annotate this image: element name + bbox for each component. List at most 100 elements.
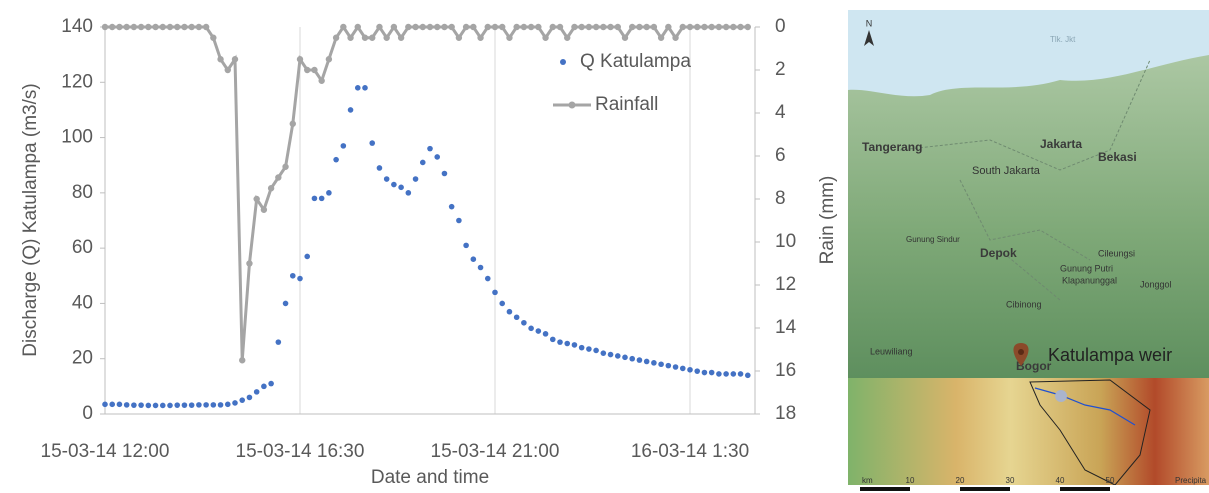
- discharge-point: [146, 403, 152, 409]
- rainfall-point: [485, 24, 491, 30]
- discharge-point: [485, 276, 491, 282]
- rainfall-point: [116, 24, 122, 30]
- rainfall-point: [239, 357, 245, 363]
- rainfall-point: [232, 56, 238, 62]
- discharge-point: [709, 370, 715, 376]
- discharge-point: [211, 402, 217, 408]
- rainfall-point: [347, 35, 353, 41]
- discharge-point: [434, 154, 440, 160]
- rainfall-point: [174, 24, 180, 30]
- discharge-point: [326, 190, 332, 196]
- y2-tick-label: 4: [775, 102, 786, 123]
- discharge-point: [601, 350, 607, 356]
- scale-bar: [860, 487, 910, 491]
- discharge-point: [232, 400, 238, 406]
- place-label: Gunung Sindur: [906, 235, 960, 244]
- discharge-point: [348, 107, 354, 113]
- discharge-point: [550, 337, 556, 343]
- rainfall-point: [297, 56, 303, 62]
- rainfall-point: [521, 24, 527, 30]
- discharge-point: [276, 339, 282, 345]
- discharge-point: [593, 348, 599, 354]
- discharge-point: [478, 265, 484, 271]
- rainfall-point: [680, 24, 686, 30]
- discharge-point: [536, 328, 542, 334]
- rainfall-point: [593, 24, 599, 30]
- rainfall-point: [355, 24, 361, 30]
- rainfall-point: [586, 24, 592, 30]
- rainfall-point: [745, 24, 751, 30]
- discharge-point: [268, 381, 274, 387]
- rainfall-point: [145, 24, 151, 30]
- rainfall-point: [607, 24, 613, 30]
- discharge-point: [218, 402, 224, 408]
- discharge-point: [196, 402, 202, 408]
- discharge-point: [131, 402, 137, 408]
- rainfall-point: [253, 196, 259, 202]
- discharge-point: [449, 204, 455, 210]
- discharge-point: [629, 356, 635, 362]
- rainfall-point: [557, 24, 563, 30]
- discharge-point: [319, 196, 325, 202]
- discharge-point: [427, 146, 433, 152]
- discharge-point: [167, 403, 173, 409]
- rainfall-point: [412, 24, 418, 30]
- marker-label: Katulampa weir: [1048, 345, 1172, 365]
- discharge-point: [579, 345, 585, 351]
- discharge-point: [138, 402, 144, 408]
- x-axis-title: Date and time: [371, 467, 489, 488]
- rainfall-point: [304, 67, 310, 73]
- rainfall-point: [470, 24, 476, 30]
- rainfall-point: [456, 35, 462, 41]
- y-tick-label: 140: [61, 16, 93, 37]
- discharge-point: [391, 182, 397, 188]
- rainfall-point: [246, 260, 252, 266]
- y2-tick-label: 16: [775, 360, 796, 381]
- place-label: Jakarta: [1040, 137, 1082, 151]
- discharge-point: [723, 371, 729, 377]
- discharge-point: [463, 243, 469, 249]
- y-tick-label: 100: [61, 127, 93, 148]
- discharge-point: [716, 371, 722, 377]
- x-tick-label: 15-03-14 21:00: [431, 441, 560, 462]
- discharge-point: [377, 165, 383, 171]
- discharge-point: [341, 143, 347, 149]
- rainfall-point: [420, 24, 426, 30]
- rainfall-point: [261, 207, 267, 213]
- rainfall-point: [506, 35, 512, 41]
- rainfall-point: [282, 164, 288, 170]
- discharge-point: [420, 160, 426, 166]
- discharge-point: [247, 395, 253, 401]
- elevation-map: [848, 378, 1209, 485]
- scale-label: 30: [1006, 476, 1015, 485]
- rainfall-point: [268, 185, 274, 191]
- rainfall-point: [383, 35, 389, 41]
- discharge-point: [355, 85, 361, 91]
- y2-tick-label: 6: [775, 145, 786, 166]
- discharge-point: [702, 370, 708, 376]
- rainfall-point: [578, 24, 584, 30]
- discharge-point: [189, 402, 195, 408]
- page: Date and time Discharge (Q) Katulampa (m…: [0, 0, 1209, 493]
- rainfall-point: [326, 56, 332, 62]
- rainfall-point: [694, 24, 700, 30]
- rainfall-point: [550, 24, 556, 30]
- rainfall-point: [160, 24, 166, 30]
- rainfall-point: [102, 24, 108, 30]
- y-tick-label: 20: [72, 348, 93, 369]
- discharge-point: [384, 176, 390, 182]
- x-tick-label: 16-03-14 1:30: [631, 441, 749, 462]
- rainfall-point: [290, 121, 296, 127]
- chart: Date and time Discharge (Q) Katulampa (m…: [0, 0, 1209, 493]
- discharge-point: [456, 218, 462, 224]
- place-label: Jonggol: [1140, 279, 1172, 289]
- discharge-point: [406, 190, 412, 196]
- legend-label: Q Katulampa: [580, 51, 691, 72]
- rainfall-point: [629, 24, 635, 30]
- rainfall-point: [564, 35, 570, 41]
- scale-label: 40: [1056, 476, 1065, 485]
- discharge-point: [507, 309, 513, 315]
- rainfall-point: [217, 56, 223, 62]
- discharge-point: [637, 357, 643, 363]
- rainfall-point: [398, 35, 404, 41]
